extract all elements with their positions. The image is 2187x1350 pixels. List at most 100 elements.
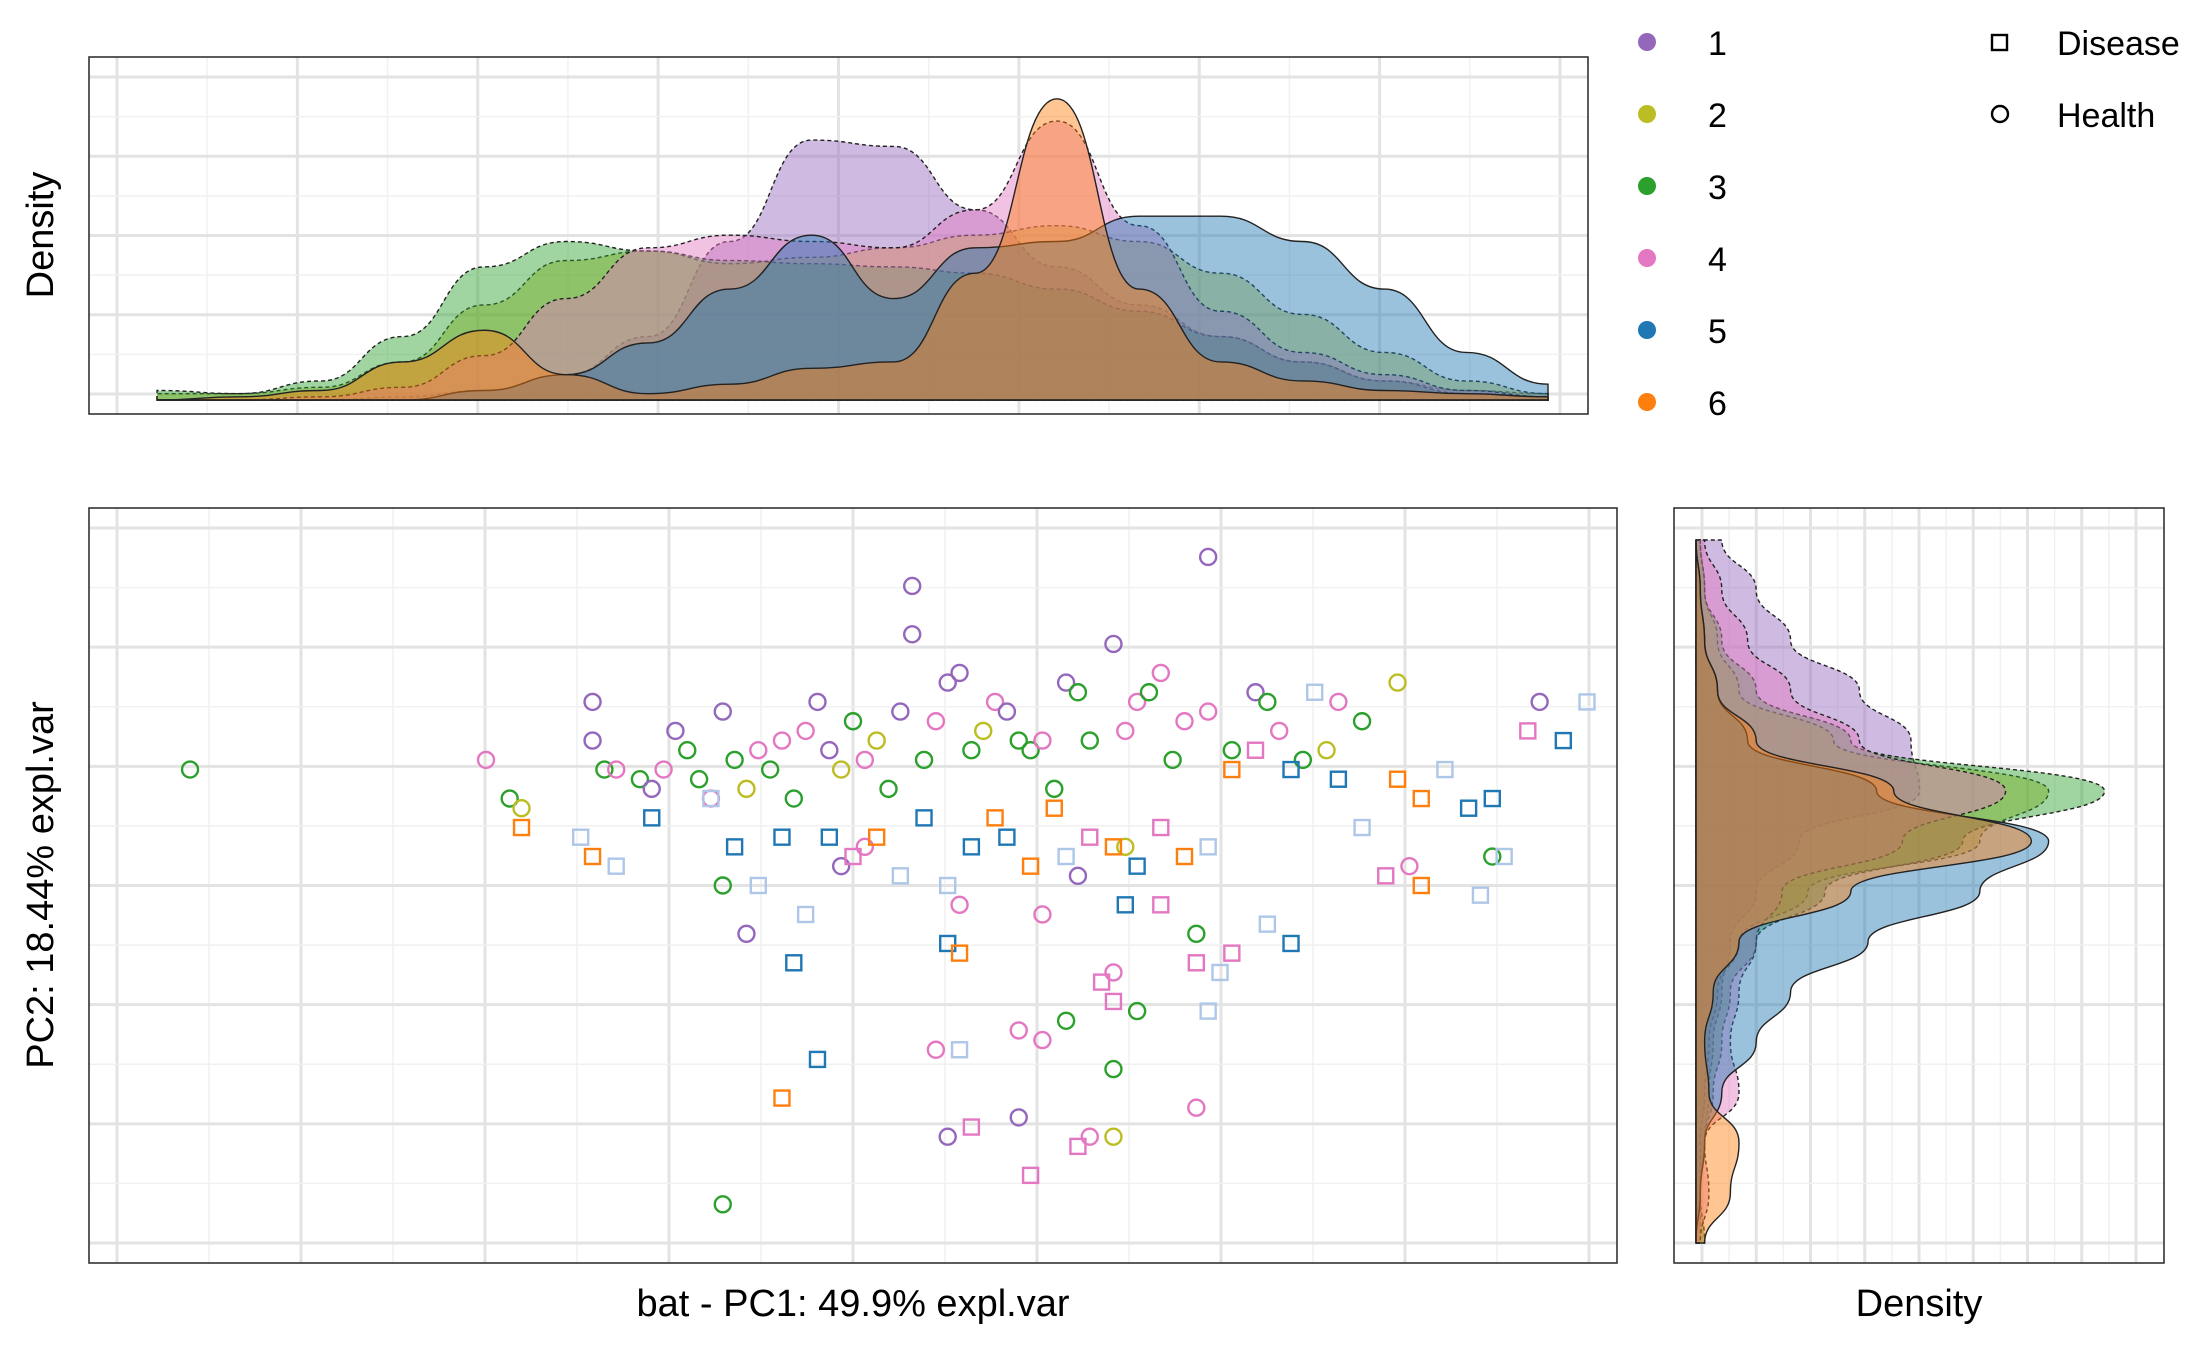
scatter-point-health xyxy=(1483,847,1502,866)
scatter-point-health xyxy=(1009,1108,1028,1127)
scatter-point-health xyxy=(808,692,827,712)
scatter-point-disease xyxy=(572,828,590,846)
scatter-point-health xyxy=(689,770,709,789)
scatter-point-disease xyxy=(1187,954,1206,972)
scatter-point-health xyxy=(1068,866,1088,886)
scatter-point-health xyxy=(950,663,969,683)
scatter-point-health xyxy=(962,741,981,760)
scatter-point-health xyxy=(1104,1127,1123,1146)
scatter-point-health xyxy=(1352,712,1372,731)
scatter-point-disease xyxy=(1282,934,1300,953)
legend-batch-3-label: 3 xyxy=(1708,169,1727,207)
scatter-point-disease xyxy=(1104,992,1123,1011)
scatter-point-disease xyxy=(844,847,862,866)
top-density-panel: Density xyxy=(20,56,1589,415)
scatter-point-health xyxy=(1400,856,1419,876)
scatter-panel-border xyxy=(88,507,1618,1264)
scatter-point-health xyxy=(583,731,602,750)
scatter-point-disease xyxy=(1069,1137,1087,1156)
scatter-point-health xyxy=(180,760,200,779)
scatter-point-disease xyxy=(773,828,791,846)
scatter-point-health xyxy=(1033,731,1052,750)
right-density-series-6 xyxy=(1695,539,2033,1244)
legend-health-circle-icon xyxy=(1990,104,2010,124)
scatter-grid xyxy=(89,508,1617,1263)
scatter-point-health xyxy=(1222,741,1242,760)
scatter-point-health xyxy=(938,1127,957,1146)
scatter-point-health xyxy=(1258,692,1277,712)
scatter-point-health xyxy=(784,789,804,808)
scatter-point-disease xyxy=(1092,973,1111,991)
top-density-series-4 xyxy=(157,120,1549,401)
scatter-point-disease xyxy=(1329,770,1348,788)
scatter-point-health xyxy=(737,779,756,799)
scatter-point-health xyxy=(1045,779,1064,799)
scatter-point-disease xyxy=(1306,683,1324,701)
scatter-point-disease xyxy=(1021,1166,1040,1185)
scatter-point-health xyxy=(678,741,697,760)
scatter-point-health xyxy=(1175,712,1194,731)
scatter-point-health xyxy=(926,1040,946,1059)
legend-batch-6-label: 6 xyxy=(1708,385,1727,423)
legend-disease-square-icon xyxy=(1990,33,2009,52)
scatter-point-disease xyxy=(725,838,744,856)
scatter-point-health xyxy=(1127,692,1147,712)
scatter-point-health xyxy=(500,789,519,808)
scatter-point-health xyxy=(772,731,792,750)
top-density-series-3 xyxy=(156,240,1549,401)
scatter-point-health xyxy=(607,760,626,779)
scatter-point-disease xyxy=(1081,828,1099,846)
scatter-point-health xyxy=(725,750,744,770)
legend-disease-label: Disease xyxy=(2057,25,2180,63)
scatter-point-disease xyxy=(1412,876,1430,895)
scatter-point-health xyxy=(891,702,910,721)
legend-batch-5-swatch xyxy=(1638,321,1656,339)
scatter-point-disease xyxy=(1578,693,1596,711)
scatter-point-health xyxy=(867,731,886,750)
scatter-point-disease xyxy=(1199,1002,1217,1020)
scatter-point-health xyxy=(1246,683,1265,702)
scatter-point-disease xyxy=(950,944,969,962)
scatter-point-health xyxy=(796,721,815,741)
scatter-point-health xyxy=(749,741,768,760)
scatter-point-health xyxy=(938,673,957,692)
scatter-point-disease xyxy=(1388,770,1407,788)
scatter-point-disease xyxy=(773,1089,791,1107)
scatter-point-disease xyxy=(1104,838,1123,856)
scatter-point-disease xyxy=(1459,799,1478,817)
scatter-point-disease xyxy=(1554,731,1573,750)
right-density-series-2 xyxy=(1695,539,2050,1244)
scatter-point-health xyxy=(1187,924,1206,944)
scatter-point-health xyxy=(1056,1011,1076,1030)
right-density-panel: Density xyxy=(1673,507,2165,1325)
legend-batch-4-label: 4 xyxy=(1708,241,1727,279)
scatter-point-disease xyxy=(1223,760,1241,779)
legend-batch-1-label: 1 xyxy=(1708,25,1727,63)
top-density-grid xyxy=(89,57,1588,414)
scatter-point-health xyxy=(820,741,839,760)
scatter-point-disease xyxy=(1057,847,1075,866)
scatter-point-health xyxy=(1116,837,1135,857)
scatter-point-health xyxy=(1009,1021,1028,1040)
scatter-point-disease xyxy=(1246,741,1265,759)
scatter-point-health xyxy=(902,576,922,596)
right-density-series-4 xyxy=(1695,539,2007,1244)
right-density-panel-border xyxy=(1673,507,2165,1264)
scatter-point-health xyxy=(985,692,1005,712)
legend-batch-3-swatch xyxy=(1638,177,1656,195)
scatter-point-health xyxy=(926,712,946,731)
scatter-point-disease xyxy=(867,828,886,846)
scatter-point-health xyxy=(1068,683,1088,702)
scatter-point-health xyxy=(642,779,661,799)
scatter-point-disease xyxy=(785,954,803,972)
scatter-point-disease xyxy=(1199,838,1217,856)
scatter-point-disease xyxy=(1471,886,1490,904)
scatter-point-health xyxy=(760,760,780,779)
top-density-panel-border xyxy=(88,56,1589,415)
scatter-point-health xyxy=(997,702,1017,721)
scatter-point-disease xyxy=(1211,963,1229,982)
scatter-point-disease xyxy=(1021,857,1040,875)
scatter-point-health xyxy=(1033,905,1052,924)
scatter-point-health xyxy=(1530,692,1549,712)
scatter-point-health xyxy=(1104,963,1123,982)
